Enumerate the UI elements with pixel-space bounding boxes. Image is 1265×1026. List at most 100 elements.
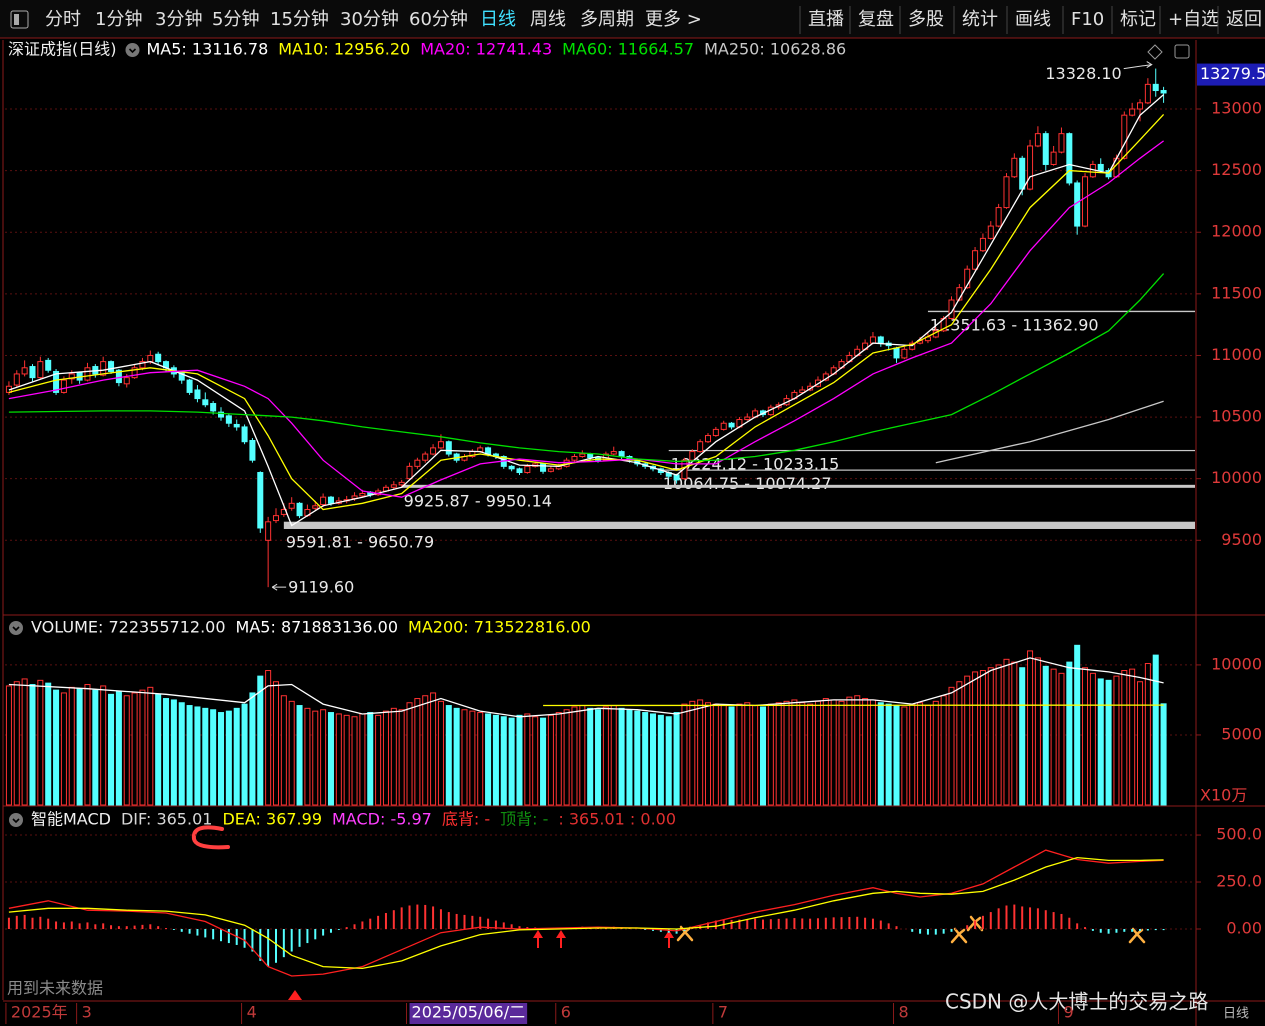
legend-icon[interactable]: [9, 621, 23, 635]
volume-bar: [1152, 654, 1159, 806]
candle-body: [728, 422, 735, 428]
volume-bar: [304, 707, 311, 806]
candle-body: [210, 403, 217, 412]
candle-body: [217, 411, 225, 418]
legend-icon[interactable]: [125, 43, 140, 57]
toolbar-tab[interactable]: 30分钟: [340, 9, 399, 30]
volume-bar: [555, 712, 562, 806]
signal-icon: [1128, 927, 1146, 944]
volume-bar: [838, 700, 845, 806]
toolbar-tab[interactable]: 1分钟: [95, 9, 142, 30]
toolbar-button[interactable]: 标记: [1120, 9, 1156, 30]
toolbar-button[interactable]: 直播: [808, 9, 844, 30]
indicator-line: [8, 94, 1165, 527]
volume-bar: [21, 678, 28, 806]
toolbar-button[interactable]: 复盘: [858, 9, 894, 30]
legend-entry: 智能MACD: [31, 810, 111, 829]
candle-body: [1058, 133, 1065, 153]
volume-bar: [1066, 661, 1073, 806]
legend-icon-mark: [12, 818, 20, 824]
indicator-line: [8, 273, 1165, 463]
toolbar-button[interactable]: F10: [1071, 9, 1104, 30]
volume-bar: [210, 709, 217, 806]
volume-bar: [775, 702, 782, 806]
candle-body: [524, 465, 531, 474]
toolbar-tab[interactable]: 3分钟: [155, 9, 202, 30]
toolbar-tab[interactable]: 15分钟: [270, 9, 329, 30]
volume-bar: [335, 713, 342, 806]
y-tick-label: 11500: [1211, 283, 1262, 302]
toolbar-tab[interactable]: 更多 >: [645, 9, 702, 30]
volume-bar: [610, 705, 617, 806]
toolbar-button[interactable]: +自选: [1168, 9, 1219, 30]
volume-bar: [1050, 668, 1057, 806]
legend-entry: MA5: 871883136.00: [236, 618, 398, 637]
volume-bar: [948, 686, 955, 806]
toolbar-button[interactable]: 多股: [908, 9, 944, 30]
y-tick-label: 500.0: [1216, 825, 1262, 844]
volume-bar: [170, 699, 177, 806]
toolbar-button[interactable]: 统计: [962, 9, 998, 30]
legend-entry: MACD: -5.97: [332, 810, 432, 829]
candle-body: [1144, 83, 1151, 104]
toolbar-tab[interactable]: 分时: [45, 9, 81, 30]
price-level: [283, 521, 1196, 529]
volume-bar: [673, 712, 680, 806]
candle-body: [1152, 83, 1159, 92]
candle-body: [618, 451, 625, 458]
legend-icon[interactable]: [9, 813, 23, 827]
candle-body: [272, 515, 280, 522]
menu-icon-part: [14, 14, 19, 25]
candle-body: [249, 439, 256, 461]
volume-bar: [862, 698, 869, 806]
candle-body: [987, 225, 994, 239]
toolbar-button[interactable]: 画线: [1015, 9, 1051, 30]
candle-body: [1160, 90, 1167, 94]
volume-bar: [814, 700, 821, 806]
candle-body: [1034, 133, 1041, 147]
toolbar-tab[interactable]: 周线: [530, 9, 566, 30]
candle-body: [53, 370, 60, 393]
volume-bar: [626, 709, 633, 806]
up-arrow: [533, 930, 543, 948]
volume-bar: [1034, 657, 1041, 806]
toolbar: [0, 0, 1265, 38]
y-tick-label: 250.0: [1216, 872, 1262, 891]
volume-bar: [1105, 679, 1112, 806]
candle-body: [194, 389, 201, 400]
volume-bar: [178, 702, 185, 806]
candle-body: [712, 428, 719, 437]
panel-frame: [2, 40, 1265, 1026]
toolbar-tab[interactable]: 5分钟: [212, 9, 259, 30]
x-tick-highlight: [409, 1003, 528, 1024]
legend-entry: DEA: 367.99: [222, 810, 322, 829]
toolbar-tab[interactable]: 多周期: [580, 9, 634, 30]
candle-body: [979, 237, 986, 252]
menu-icon[interactable]: [10, 10, 29, 29]
period-label: 日线: [1223, 1007, 1249, 1022]
candle-body: [265, 521, 272, 541]
volume-bar: [241, 703, 248, 806]
candle-body: [995, 207, 1002, 227]
volume-bar: [979, 670, 986, 806]
diamond-icon[interactable]: [1147, 44, 1163, 60]
price-level-label: 11351.63 - 11362.90: [930, 316, 1099, 335]
volume-bar: [830, 699, 837, 806]
candle-body: [437, 441, 444, 449]
volume-bar: [917, 702, 924, 806]
price-level: [660, 469, 1195, 471]
window-icon[interactable]: [1174, 44, 1190, 59]
candle-body: [178, 372, 185, 381]
y-tick-label: 10500: [1211, 407, 1262, 426]
watermark: CSDN @人大博士的交易之路: [945, 990, 1208, 1014]
volume-bar: [1113, 675, 1120, 806]
candle-body: [1121, 114, 1128, 159]
toolbar-tab[interactable]: 60分钟: [409, 9, 468, 30]
toolbar-tab[interactable]: 日线: [480, 9, 516, 30]
volume-bar: [697, 699, 704, 806]
volume-bar: [924, 705, 931, 806]
candle-body: [689, 451, 696, 461]
x-tick-label: 8: [899, 1003, 909, 1022]
volume-bar: [681, 703, 688, 806]
toolbar-button[interactable]: 返回: [1226, 9, 1262, 30]
